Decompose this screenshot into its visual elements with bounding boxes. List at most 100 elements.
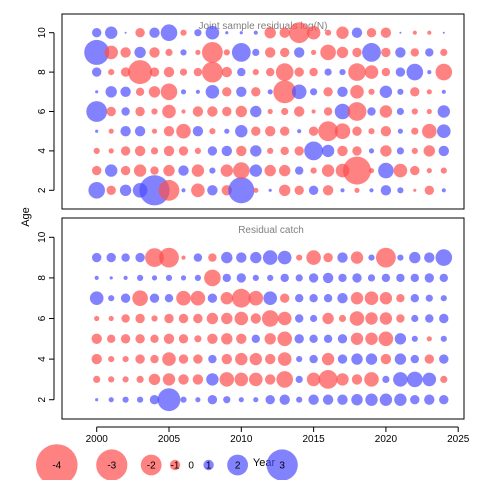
bubble-age-2-year-2002 <box>119 184 132 196</box>
bubble-age-5-year-2011 <box>251 334 260 343</box>
bubble-age-3-year-2004 <box>150 166 159 175</box>
bubble-age-3-year-2002 <box>122 376 129 383</box>
x-tick-label-2020: 2020 <box>375 434 398 445</box>
bubble-age-6-year-2020 <box>379 105 393 118</box>
bubble-age-7-year-2023 <box>425 294 433 302</box>
bubble-age-10-year-2020 <box>380 27 392 38</box>
bubble-age-9-year-2001 <box>104 45 118 60</box>
bubble-age-2-year-2007 <box>195 397 201 403</box>
bubble-age-5-year-2004 <box>151 128 158 134</box>
bubble-age-2-year-2017 <box>337 394 348 405</box>
legend-label-1: 1 <box>206 461 212 472</box>
y-tick-label-10: 10 <box>37 231 48 243</box>
bubble-age-9-year-2000 <box>92 252 102 263</box>
bubble-age-4-year-2022 <box>411 147 418 154</box>
bubble-age-5-year-2018 <box>350 332 364 345</box>
bubble-age-3-year-2001 <box>108 376 115 383</box>
bubble-age-5-year-2000 <box>91 333 102 344</box>
bubble-age-6-year-2019 <box>365 312 378 325</box>
bubble-age-4-year-2004 <box>150 147 159 155</box>
bubble-age-2-year-2007 <box>191 183 205 198</box>
bubble-age-5-year-2010 <box>235 125 248 138</box>
bubble-age-3-year-2012 <box>264 164 276 177</box>
panel-residual-catch-bubbles <box>89 247 453 412</box>
bubble-age-2-year-2006 <box>180 396 187 403</box>
bubble-age-9-year-2002 <box>120 47 131 58</box>
bubble-age-5-year-2006 <box>176 123 191 139</box>
bubble-age-9-year-2004 <box>145 248 164 267</box>
bubble-age-2-year-2008 <box>207 395 218 405</box>
legend: -4 -3 -2 -1 0 1 2 3 <box>36 444 298 485</box>
bubble-age-5-year-2011 <box>251 126 261 136</box>
bubble-age-4-year-2024 <box>438 145 449 157</box>
bubble-age-6-year-2002 <box>121 107 130 116</box>
bubble-age-10-year-2005 <box>160 24 178 41</box>
bubble-age-5-year-2020 <box>380 126 392 137</box>
bubble-age-8-year-2015 <box>309 67 318 77</box>
legend-bubble--4 <box>36 444 78 485</box>
bubble-age-9-year-2011 <box>252 48 260 57</box>
bubble-age-4-year-2003 <box>134 145 146 157</box>
legend-bubble--3 <box>96 449 128 481</box>
bubble-age-6-year-2009 <box>222 106 232 117</box>
bubble-age-7-year-2013 <box>280 293 290 303</box>
bubble-age-4-year-2016 <box>321 352 335 366</box>
bubble-age-3-year-2003 <box>133 164 147 177</box>
bubble-age-10-year-2002 <box>124 31 127 34</box>
bubble-age-9-year-2010 <box>236 252 247 263</box>
bubble-age-4-year-2017 <box>337 354 348 364</box>
bubble-age-3-year-2007 <box>192 374 204 385</box>
bubble-age-6-year-2021 <box>396 107 404 116</box>
bubble-age-8-year-2018 <box>348 63 366 81</box>
bubble-age-3-year-2021 <box>393 372 408 387</box>
bubble-age-2-year-2023 <box>424 185 434 195</box>
bubble-age-4-year-2023 <box>423 145 435 157</box>
bubble-age-5-year-2000 <box>95 129 99 133</box>
x-tick-label-2005: 2005 <box>158 434 181 445</box>
bubble-age-5-year-2008 <box>209 128 216 135</box>
bubble-age-7-year-2021 <box>396 294 405 303</box>
bubble-age-2-year-2005 <box>158 179 180 201</box>
bubble-age-7-year-2014 <box>295 294 304 303</box>
bubble-age-2-year-2012 <box>265 395 275 405</box>
bubble-age-4-year-2016 <box>321 144 335 158</box>
bubble-age-8-year-2022 <box>406 63 424 81</box>
bubble-age-7-year-2016 <box>323 87 333 97</box>
legend-label-3: 3 <box>279 461 285 472</box>
bubble-age-7-year-2020 <box>379 292 393 305</box>
bubble-age-6-year-2002 <box>121 314 130 323</box>
y-axis-label: Age <box>20 207 32 227</box>
bubble-age-6-year-2016 <box>322 312 334 325</box>
bubble-age-7-year-2003 <box>132 290 148 307</box>
bubble-age-6-year-2005 <box>162 104 176 119</box>
bubble-age-3-year-2018 <box>343 156 371 185</box>
bubble-age-9-year-2002 <box>121 253 130 262</box>
bubble-age-6-year-2001 <box>108 315 114 322</box>
bubble-age-8-year-2014 <box>294 67 304 77</box>
bubble-age-9-year-2020 <box>376 247 396 268</box>
bubble-age-4-year-2009 <box>221 145 232 157</box>
bubble-age-6-year-2014 <box>294 106 305 117</box>
bubble-age-6-year-2011 <box>250 105 262 118</box>
bubble-age-9-year-2013 <box>277 250 292 265</box>
bubble-age-8-year-2009 <box>221 66 232 78</box>
bubble-age-3-year-2019 <box>368 168 375 174</box>
bubble-age-6-year-2010 <box>234 311 249 326</box>
bubble-age-5-year-2012 <box>265 126 276 137</box>
bubble-age-2-year-2002 <box>122 396 129 403</box>
bubble-age-4-year-2004 <box>150 354 159 364</box>
bubble-age-5-year-2015 <box>308 126 319 136</box>
bubble-age-8-year-2017 <box>338 273 347 283</box>
bubble-age-8-year-2019 <box>367 274 376 282</box>
bubble-age-8-year-2003 <box>137 274 144 281</box>
bubble-age-6-year-2024 <box>437 105 450 118</box>
bubble-age-7-year-2008 <box>205 85 220 99</box>
bubble-age-10-year-2016 <box>325 29 332 36</box>
bubble-age-7-year-2011 <box>248 290 264 306</box>
bubble-age-7-year-2007 <box>195 89 200 94</box>
bubble-age-10-year-2008 <box>205 25 220 40</box>
bubble-age-5-year-2003 <box>135 334 145 344</box>
bubble-age-2-year-2015 <box>308 394 319 405</box>
bubble-age-5-year-2001 <box>107 334 116 343</box>
bubble-age-3-year-2008 <box>206 373 219 386</box>
